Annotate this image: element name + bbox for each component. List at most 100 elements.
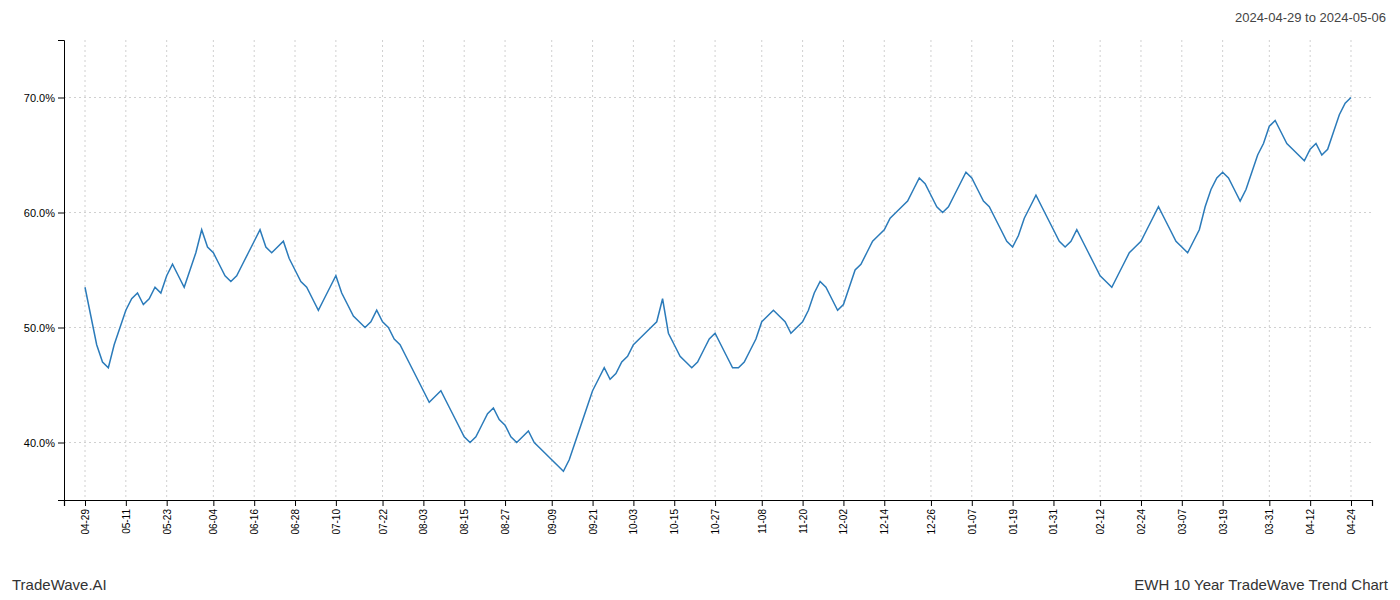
chart: 40.0%50.0%60.0%70.0%04-2905-1105-2306-04… [0,0,1400,600]
grid-line-x [633,40,634,500]
data-line [85,98,1351,472]
tick: 07-10 [331,500,342,535]
tick-label: 50.0% [24,322,55,334]
tick-mark [552,500,553,506]
tick-label: 05-11 [121,509,132,534]
tick-label: 02-12 [1095,509,1106,535]
tick-label: 09-09 [547,509,558,535]
tick-label: 08-27 [500,509,511,535]
grid-line-x [592,40,593,500]
tick-mark [58,213,64,214]
subtitle: 2024-04-29 to 2024-05-06 [1235,10,1386,25]
grid-line-x [674,40,675,500]
tick-label: 09-21 [588,509,599,535]
tick-mark [1182,500,1183,506]
tick-mark [254,500,255,506]
tick-mark [972,500,973,506]
tick-mark [126,500,127,506]
grid-line-y [64,327,1372,328]
marks [85,98,1351,472]
grid-line-x [1310,40,1311,500]
grid-line-y [64,212,1372,213]
tick-label: 10-15 [669,509,680,535]
grid-line-x [166,40,167,500]
tick: 50.0% [24,322,64,334]
tick-mark [674,500,675,506]
tick-label: 01-31 [1048,509,1059,535]
grid-line-x [85,40,86,500]
tick: 03-31 [1264,500,1275,535]
tick: 70.0% [24,92,64,104]
tick: 04-24 [1346,500,1357,535]
annotation: TradeWave.AI [12,576,107,593]
tick-mark [58,328,64,329]
tick: 06-28 [290,500,301,535]
tick-mark [593,500,594,506]
tick-label: 12-02 [838,509,849,535]
grid-line-x [884,40,885,500]
tick-mark [505,500,506,506]
tick-label: 10-03 [628,509,639,535]
tick: 05-11 [121,500,132,534]
grid-line-y [64,442,1372,443]
tick-label: 03-19 [1218,509,1229,535]
tick-mark [762,500,763,506]
tick: 11-20 [798,500,809,534]
grid-line-x [254,40,255,500]
tick: 40.0% [24,437,64,449]
tick: 10-03 [628,500,639,535]
tick-mark [1223,500,1224,506]
tick-mark [213,500,214,506]
tick-mark [1351,500,1352,506]
tick: 01-07 [967,500,978,535]
grid-line-y [64,97,1372,98]
tick: 01-31 [1048,500,1059,535]
grid-line-x [1053,40,1054,500]
tick-label: 07-22 [378,509,389,535]
tick: 05-23 [162,500,173,535]
grid-line-x [971,40,972,500]
tick: 08-03 [418,500,429,535]
tick-label: 06-28 [290,509,301,535]
grid-line-x [1012,40,1013,500]
tick-mark [295,500,296,506]
tick-mark [58,443,64,444]
plot: 40.0%50.0%60.0%70.0%04-2905-1105-2306-04… [24,40,1373,535]
x-axis: 04-2905-1105-2306-0406-1606-2807-1007-22… [65,500,1373,535]
grid-line-x [213,40,214,500]
tick: 04-12 [1305,500,1316,535]
tick-label: 03-31 [1264,509,1275,535]
grid-line-x [551,40,552,500]
tick-label: 02-24 [1136,509,1147,535]
tick: 07-22 [378,500,389,535]
tick: 10-27 [710,500,721,535]
tick: 06-16 [249,500,260,535]
tick-label: 11-08 [757,509,768,534]
tick-label: 04-29 [80,509,91,535]
tick: 12-26 [926,500,937,535]
tick: 01-19 [1008,500,1019,535]
tick-label: 60.0% [24,207,55,219]
tick: 03-19 [1218,500,1229,535]
tick-mark [336,500,337,506]
tick-mark [803,500,804,506]
tick-label: 01-19 [1008,509,1019,535]
grid-line-x [1181,40,1182,500]
grid-line-x [715,40,716,500]
tick: 11-08 [757,500,768,534]
grid-line-x [464,40,465,500]
tick-label: 07-10 [331,509,342,535]
grid [64,40,1372,500]
tick: 09-09 [547,500,558,535]
tick-label: 11-20 [798,509,809,534]
tick: 02-24 [1136,500,1147,535]
tick: 03-07 [1177,500,1188,535]
tick: 10-15 [669,500,680,535]
tick-mark [633,500,634,506]
grid-line-x [382,40,383,500]
tick-mark [1053,500,1054,506]
tick-mark [1013,500,1014,506]
tick-label: 12-26 [926,509,937,535]
tick-mark [464,500,465,506]
grid-line-x [1269,40,1270,500]
